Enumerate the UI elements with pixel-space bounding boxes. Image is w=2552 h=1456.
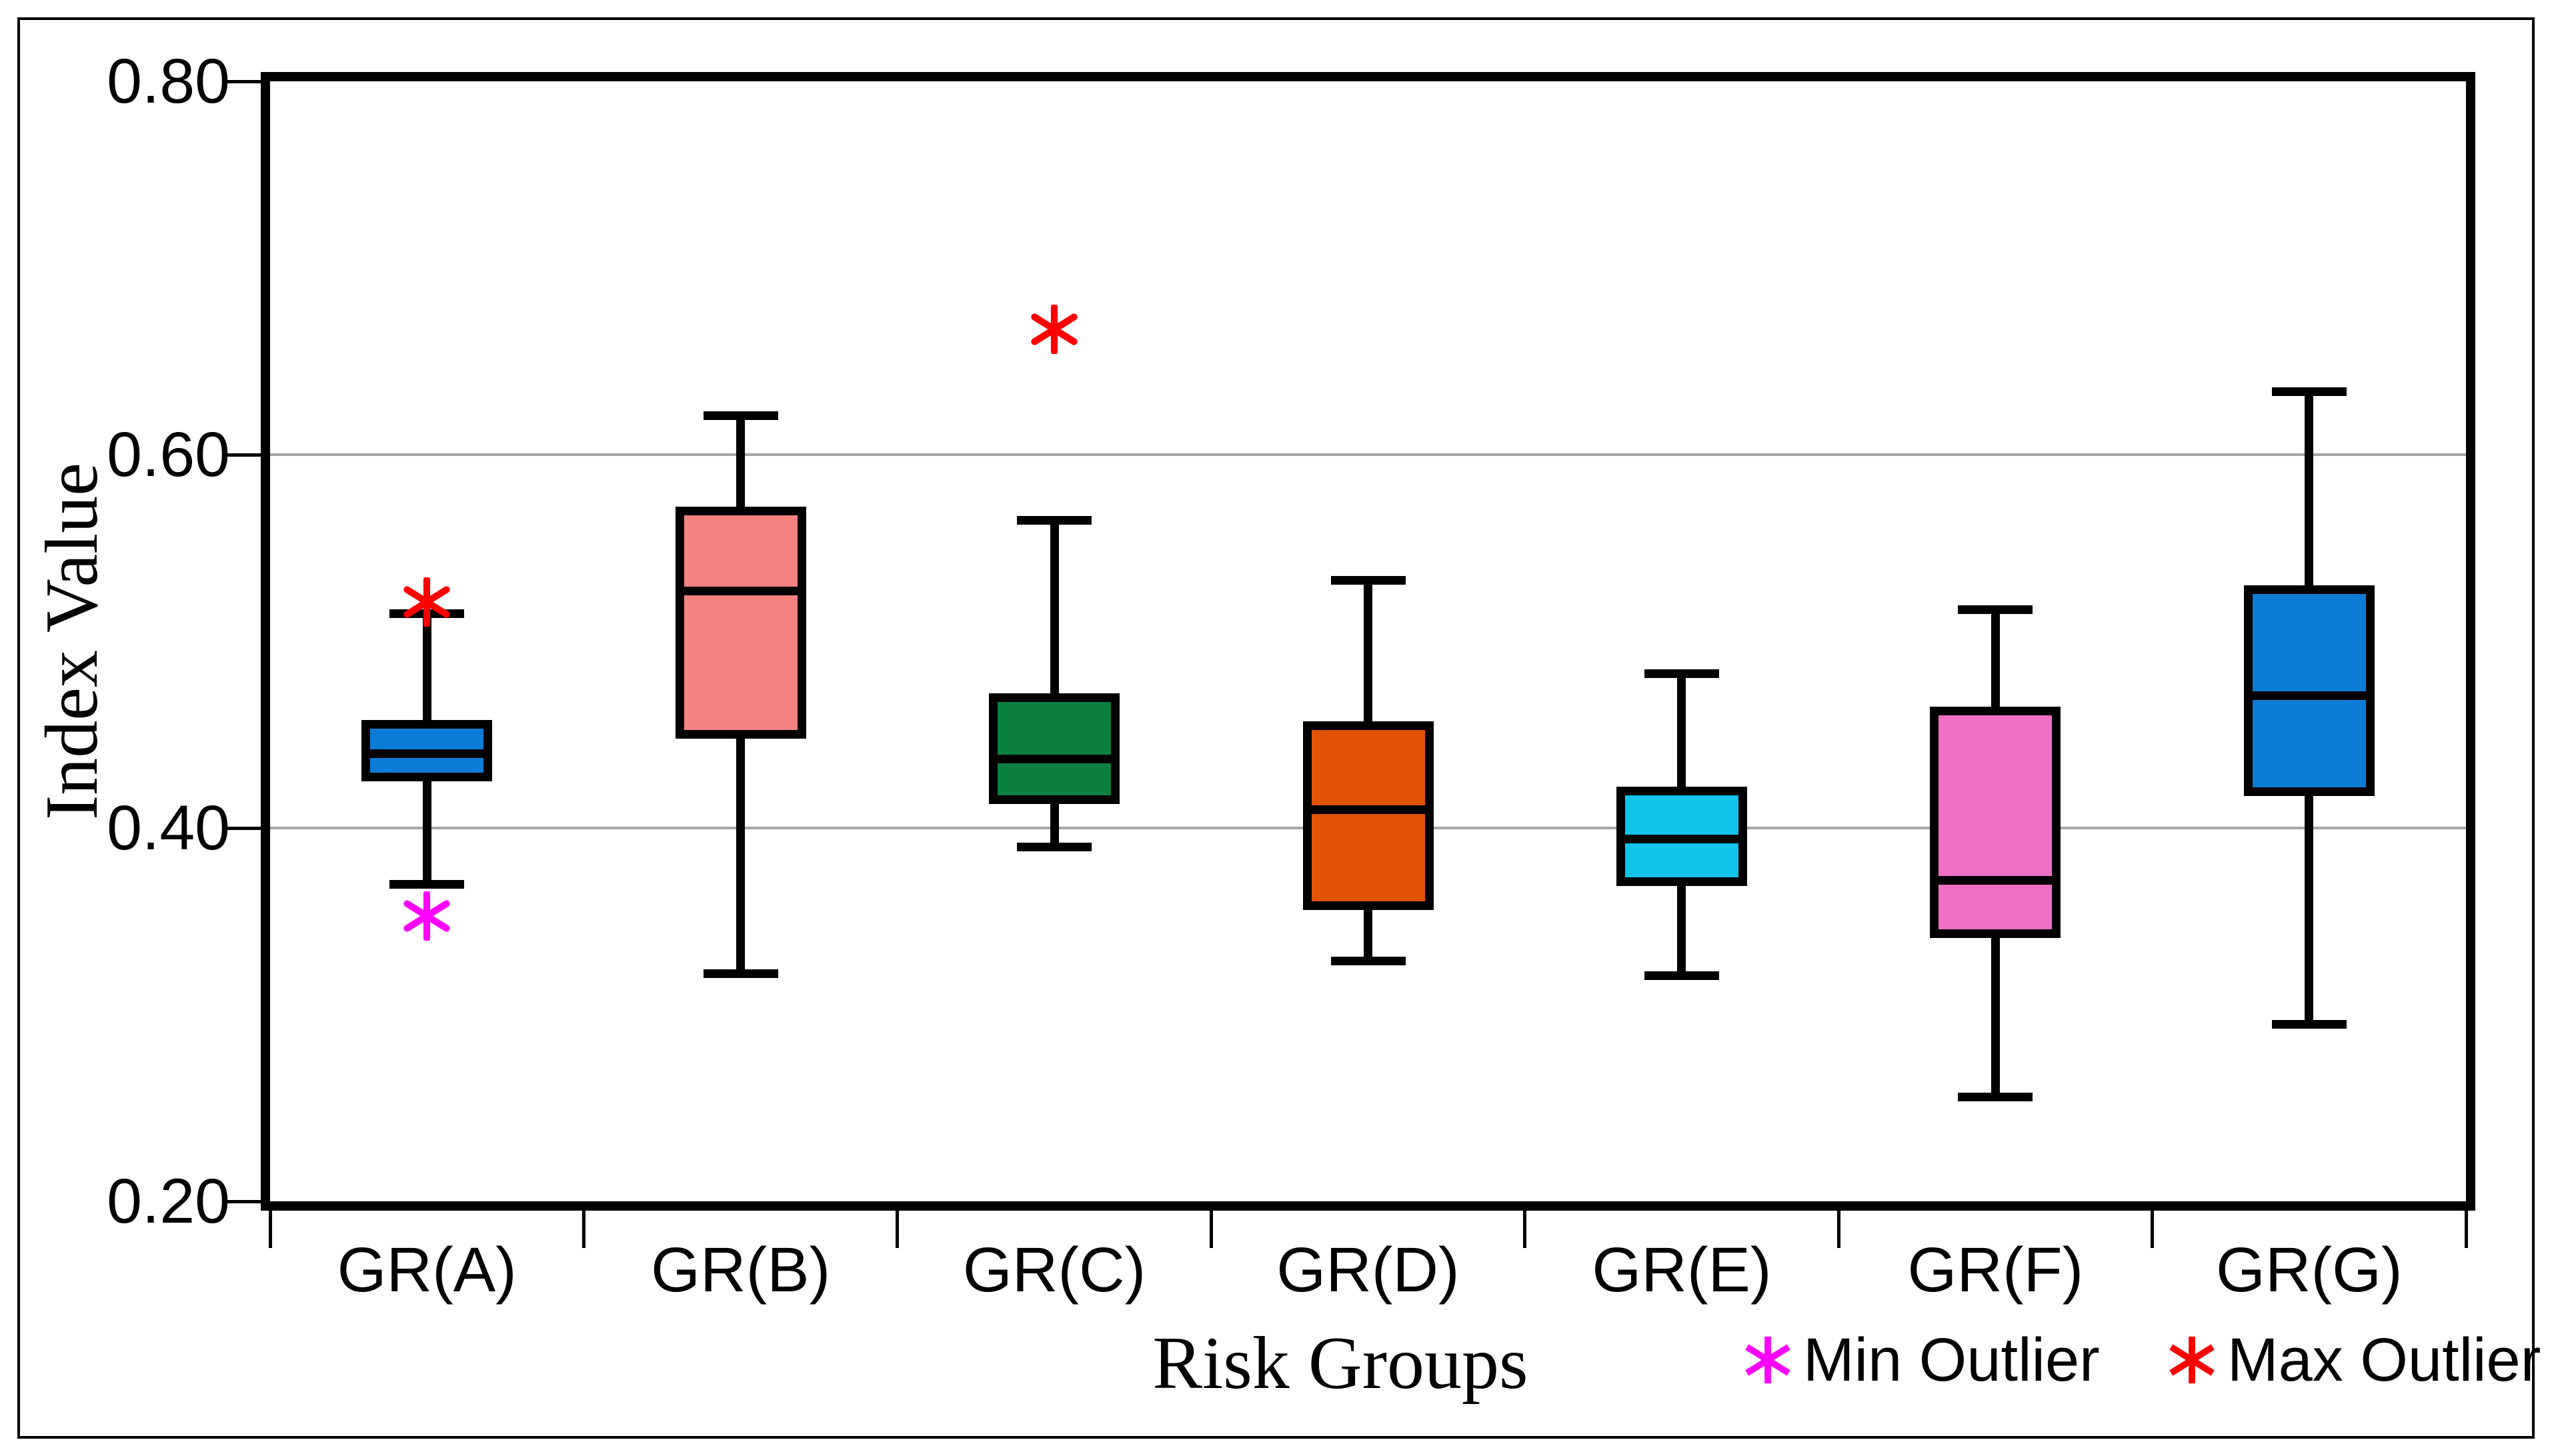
median-line: [675, 586, 806, 595]
lower-whisker: [1364, 910, 1372, 961]
lower-whisker-cap: [1644, 971, 1719, 981]
upper-whisker-cap: [1958, 605, 2033, 615]
max-outlier-asterisk-icon: [2169, 1336, 2215, 1384]
lower-whisker: [736, 738, 746, 974]
upper-whisker: [1677, 673, 1686, 787]
upper-whisker-cap: [1644, 669, 1719, 678]
legend-label-min-outlier: Min Outlier: [1803, 1326, 2100, 1394]
x-category-label: GR(B): [651, 1235, 831, 1305]
y-axis-title: Index Value: [31, 463, 113, 820]
lower-whisker-cap: [703, 969, 778, 979]
upper-whisker-cap: [1017, 516, 1092, 525]
x-axis-tick: [1209, 1211, 1213, 1248]
box-GR(F): [1930, 707, 2061, 939]
gridline: [270, 453, 2466, 456]
median-line: [989, 754, 1120, 763]
x-axis-tick: [268, 1211, 272, 1248]
legend-label-max-outlier: Max Outlier: [2227, 1326, 2541, 1394]
y-tick-label: 0.40: [107, 793, 230, 863]
min-outlier-marker: [403, 891, 450, 941]
median-line: [1302, 805, 1434, 814]
lower-whisker: [1050, 803, 1059, 847]
upper-whisker: [2305, 391, 2314, 585]
x-axis-tick: [2151, 1211, 2155, 1248]
y-tick-label: 0.60: [107, 419, 230, 490]
upper-whisker-cap: [2271, 387, 2347, 396]
x-category-label: GR(F): [1907, 1235, 2084, 1305]
lower-whisker-cap: [389, 880, 465, 889]
median-line: [1930, 875, 2061, 885]
x-axis-title: Risk Groups: [1152, 1322, 1528, 1405]
upper-whisker: [1050, 520, 1059, 694]
x-axis-tick: [1523, 1211, 1527, 1248]
lower-whisker: [422, 781, 431, 884]
lower-whisker-cap: [2271, 1020, 2347, 1029]
x-axis-tick: [2464, 1211, 2468, 1248]
plot-area: [261, 72, 2475, 1211]
upper-whisker: [736, 415, 746, 507]
y-tick-label: 0.80: [107, 46, 230, 117]
upper-whisker: [1364, 579, 1372, 722]
upper-whisker: [1991, 609, 2000, 707]
box-GR(D): [1302, 721, 1434, 911]
median-line: [1616, 835, 1747, 844]
y-tick-label: 0.20: [107, 1166, 230, 1237]
lower-whisker-cap: [1330, 956, 1406, 965]
x-category-label: GR(C): [962, 1235, 1146, 1305]
lower-whisker: [1677, 885, 1686, 976]
x-axis-tick: [896, 1211, 900, 1248]
max-outlier-marker: [1031, 305, 1078, 355]
box-GR(B): [675, 507, 806, 739]
box-GR(C): [989, 693, 1120, 804]
y-axis-tick: [222, 453, 261, 457]
x-axis-tick: [1836, 1211, 1840, 1248]
y-axis-tick: [222, 79, 261, 83]
x-axis-tick: [581, 1211, 585, 1248]
max-outlier-marker: [403, 577, 450, 627]
upper-whisker-cap: [1330, 575, 1406, 585]
lower-whisker-cap: [1017, 843, 1092, 851]
lower-whisker: [2305, 796, 2314, 1024]
lower-whisker: [1991, 938, 2000, 1097]
lower-whisker-cap: [1958, 1093, 2033, 1102]
upper-whisker-cap: [703, 411, 778, 421]
legend-entry-min-outlier: Min Outlier: [1742, 1323, 2100, 1397]
x-category-label: GR(A): [337, 1235, 517, 1305]
y-axis-tick: [222, 826, 261, 830]
y-axis-tick: [222, 1199, 261, 1203]
median-line: [361, 749, 493, 758]
legend-entry-max-outlier: Max Outlier: [2166, 1323, 2541, 1397]
median-line: [2243, 691, 2375, 700]
min-outlier-asterisk-icon: [1745, 1336, 1790, 1384]
box-GR(G): [2243, 585, 2375, 797]
x-category-label: GR(E): [1592, 1235, 1772, 1305]
x-category-label: GR(G): [2215, 1235, 2403, 1305]
upper-whisker: [422, 613, 431, 720]
x-category-label: GR(D): [1276, 1235, 1460, 1305]
